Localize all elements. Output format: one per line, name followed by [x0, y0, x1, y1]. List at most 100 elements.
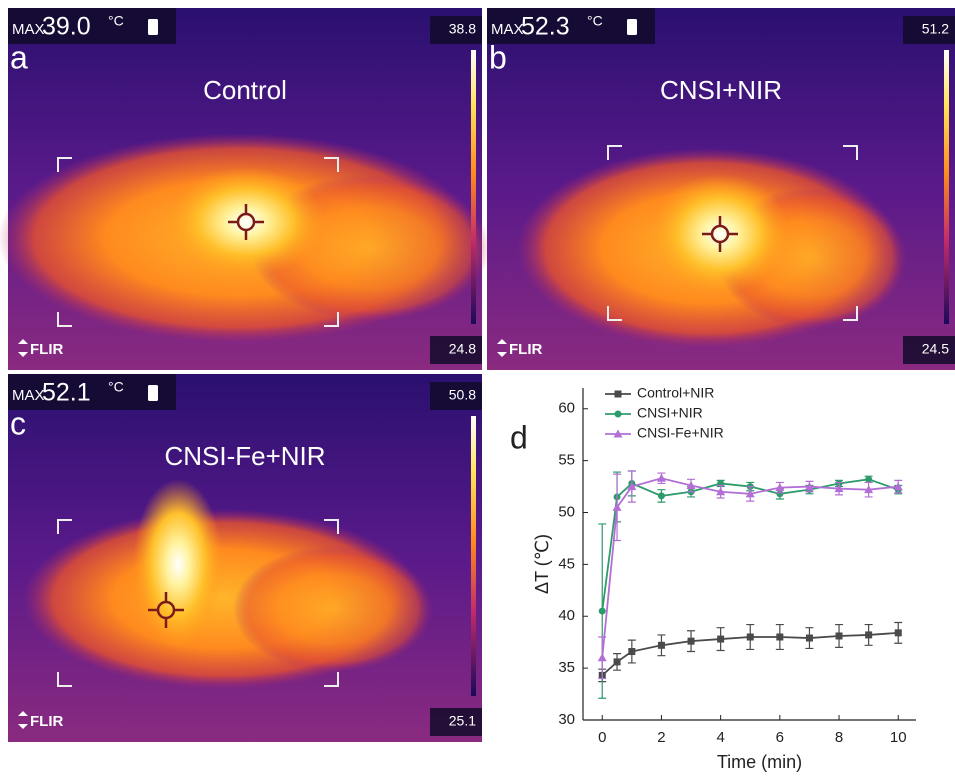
logo: FLIR	[30, 341, 63, 358]
marker	[716, 487, 726, 496]
marker	[776, 633, 784, 641]
logo-icon	[18, 339, 28, 357]
y-tick-label: 40	[558, 607, 575, 624]
marker	[805, 634, 813, 642]
logo: FLIR	[509, 341, 542, 358]
corner-bracket	[324, 312, 339, 327]
marker	[598, 607, 606, 615]
panel-title: CNSI-Fe+NIR	[164, 441, 325, 471]
marker	[865, 631, 873, 639]
marker	[804, 482, 814, 491]
marker	[834, 484, 844, 493]
corner-bracket	[843, 306, 858, 321]
scale-label-box	[430, 382, 482, 410]
marker	[657, 641, 665, 649]
thermal-body	[233, 546, 433, 672]
y-tick-label: 45	[558, 555, 575, 572]
marker	[597, 653, 607, 662]
battery-icon	[148, 19, 158, 35]
legend-label: CNSI+NIR	[637, 405, 703, 421]
logo: FLIR	[30, 713, 63, 730]
x-tick-label: 10	[890, 729, 907, 746]
corner-bracket	[324, 157, 339, 172]
legend-label: CNSI-Fe+NIR	[637, 425, 724, 441]
panel-letter: d	[510, 419, 528, 455]
max-value: 52.3	[521, 13, 570, 41]
marker	[657, 492, 665, 500]
scale-label-box	[430, 16, 482, 44]
scale-label-box	[430, 336, 482, 364]
hot-spot	[650, 174, 790, 294]
battery-icon	[627, 19, 637, 35]
battery-icon	[148, 385, 158, 401]
scale-label-box	[430, 708, 482, 736]
y-axis-label: ΔT (℃)	[532, 534, 552, 594]
color-scale	[944, 50, 949, 324]
hot-spot	[133, 479, 223, 649]
color-scale	[471, 416, 476, 696]
corner-bracket	[324, 672, 339, 687]
marker	[627, 482, 637, 491]
marker	[613, 429, 623, 438]
scale-bottom: 24.8	[449, 341, 476, 357]
marker	[865, 475, 873, 483]
scale-label-box	[903, 16, 955, 44]
y-tick-label: 35	[558, 659, 575, 676]
marker	[746, 633, 754, 641]
corner-bracket	[57, 312, 72, 327]
corner-bracket	[843, 145, 858, 160]
scale-top: 50.8	[449, 387, 476, 403]
scale-label-box	[903, 336, 955, 364]
scale-bottom: 24.5	[922, 341, 949, 357]
corner-bracket	[57, 519, 72, 534]
marker	[614, 390, 622, 398]
legend-label: Control+NIR	[637, 385, 714, 401]
marker	[835, 632, 843, 640]
crosshair	[702, 216, 738, 252]
marker	[628, 648, 636, 656]
y-tick-label: 60	[558, 400, 575, 417]
hot-spot	[166, 167, 326, 277]
max-label: MAX	[12, 387, 45, 404]
x-tick-label: 8	[835, 729, 843, 746]
max-label: MAX	[491, 21, 524, 38]
logo-icon	[497, 339, 507, 357]
corner-bracket	[57, 157, 72, 172]
scale-top: 51.2	[922, 21, 949, 37]
marker	[776, 490, 784, 498]
marker	[864, 485, 874, 494]
unit: °C	[108, 379, 124, 395]
y-tick-label: 50	[558, 503, 575, 520]
marker	[775, 483, 785, 492]
max-label: MAX	[12, 21, 45, 38]
scale-top: 38.8	[449, 21, 476, 37]
panel-letter: a	[10, 39, 28, 75]
marker	[893, 482, 903, 491]
panel-title: CNSI+NIR	[660, 75, 782, 105]
panel-letter: b	[489, 39, 507, 75]
max-value: 39.0	[42, 13, 91, 41]
marker	[686, 481, 696, 490]
marker	[894, 629, 902, 637]
unit: °C	[108, 13, 124, 29]
panel-letter: c	[10, 405, 26, 441]
logo-icon	[18, 711, 28, 729]
y-tick-label: 55	[558, 452, 575, 469]
y-tick-label: 30	[558, 711, 575, 728]
corner-bracket	[324, 519, 339, 534]
marker	[687, 637, 695, 645]
marker	[613, 658, 621, 666]
scale-bottom: 25.1	[449, 713, 476, 729]
panel-title: Control	[203, 75, 287, 105]
x-tick-label: 4	[716, 729, 724, 746]
x-tick-label: 6	[776, 729, 784, 746]
x-axis-label: Time (min)	[717, 752, 802, 772]
unit: °C	[587, 13, 603, 29]
marker	[612, 502, 622, 511]
corner-bracket	[607, 145, 622, 160]
chart: 30 35 40 45 50 55 60 0 2 4 6 8 10 Time (min) ΔT (℃) d Co…	[510, 385, 916, 772]
